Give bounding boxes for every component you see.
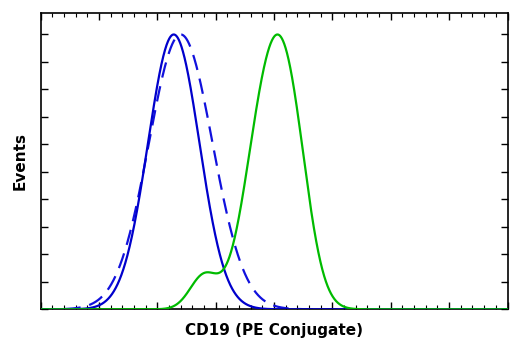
X-axis label: CD19 (PE Conjugate): CD19 (PE Conjugate) (185, 322, 363, 337)
Y-axis label: Events: Events (12, 132, 28, 190)
